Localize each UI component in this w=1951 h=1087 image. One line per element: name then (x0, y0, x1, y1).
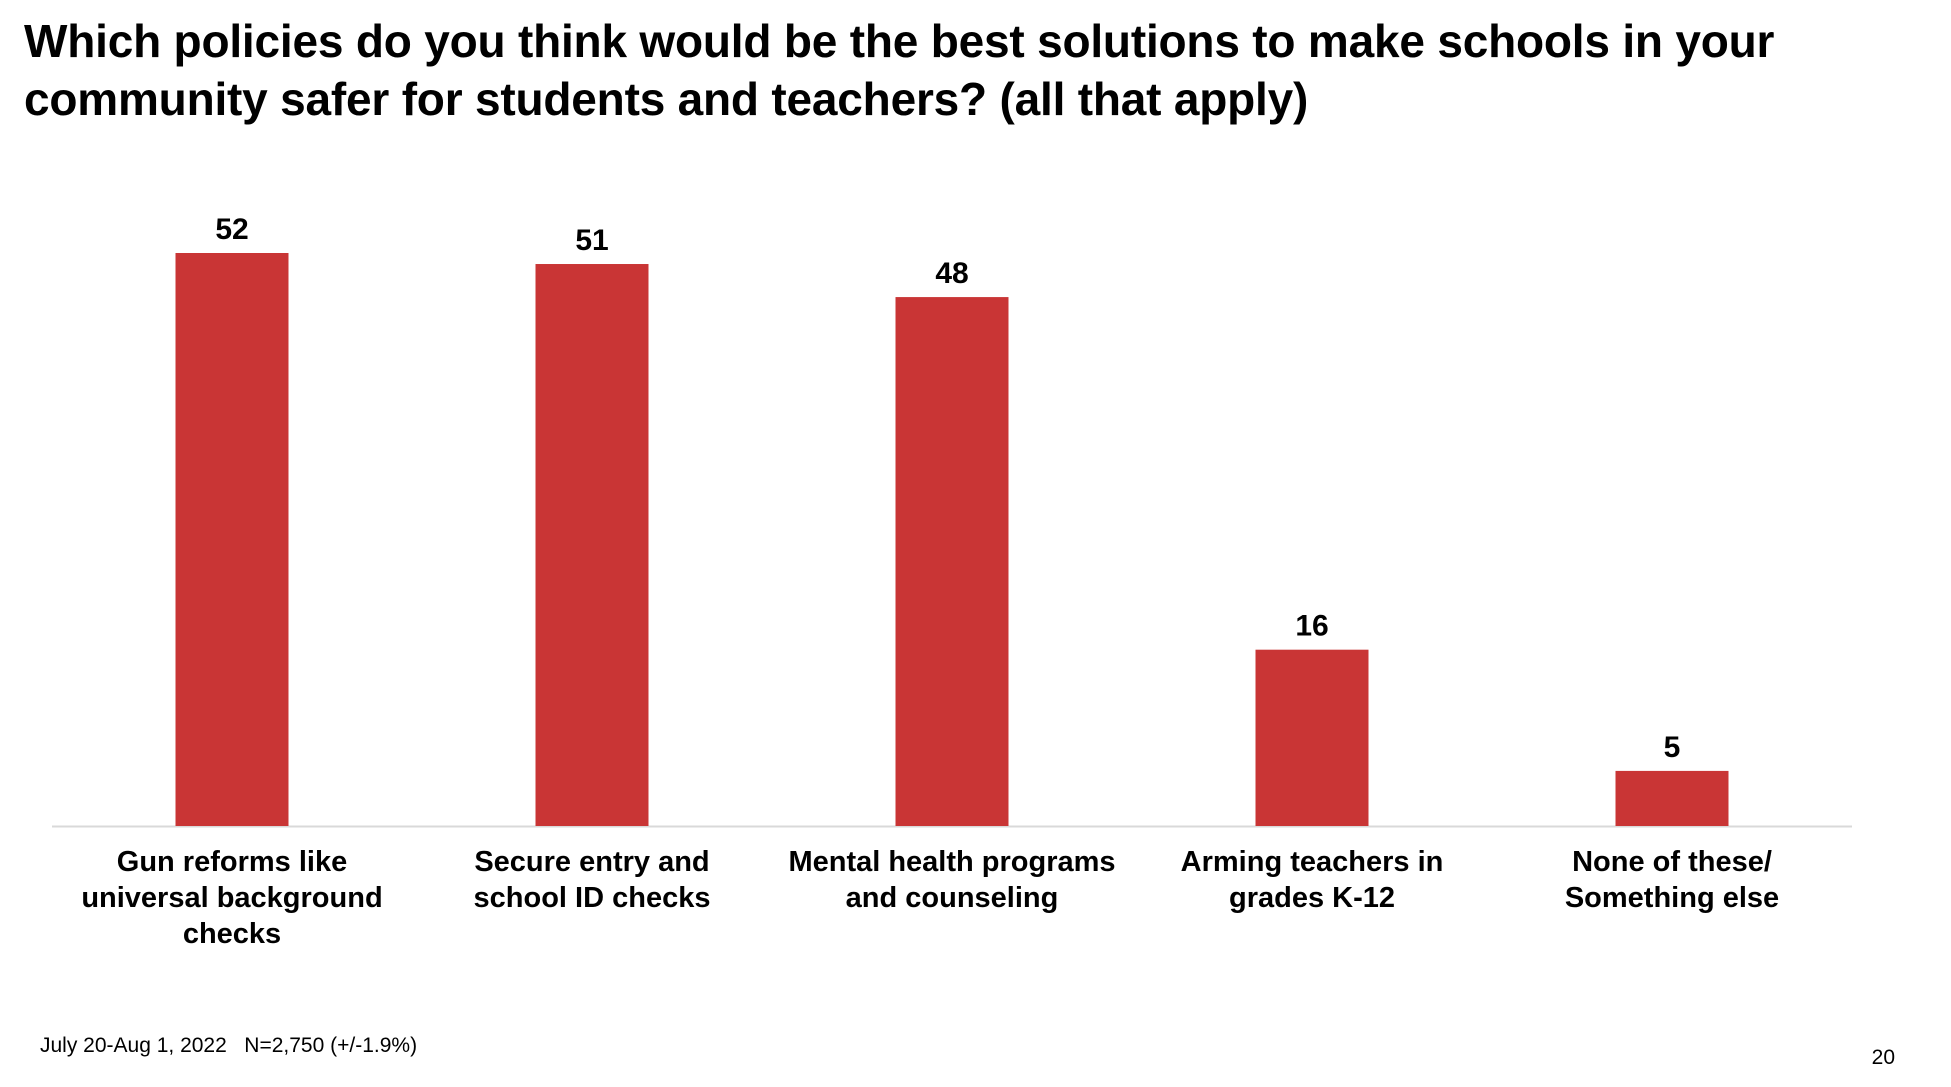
bar-3 (895, 297, 1009, 827)
bar-4 (1255, 649, 1369, 826)
category-label-4: Arming teachers in grades K-12 (1180, 846, 1444, 914)
bar-2 (535, 264, 649, 826)
data-label-2: 51 (575, 224, 608, 257)
data-label-1: 52 (215, 213, 248, 246)
bar-5 (1615, 770, 1729, 826)
category-label-2: Secure entry and school ID checks (473, 846, 711, 914)
chart-title: Which policies do you think would be the… (24, 15, 1775, 125)
data-label-5: 5 (1664, 731, 1681, 764)
category-label-1: Gun reforms like universal background ch… (81, 846, 383, 950)
category-label-3: Mental health programs and counseling (788, 846, 1116, 914)
data-label-3: 48 (935, 257, 968, 290)
page-number: 20 (1871, 1046, 1895, 1069)
data-label-4: 16 (1295, 610, 1328, 643)
category-label-5: None of these/ Something else (1564, 846, 1780, 914)
survey-footnote: July 20-Aug 1, 2022 N=2,750 (+/-1.9%) (40, 1034, 418, 1057)
bar-1 (175, 253, 289, 826)
